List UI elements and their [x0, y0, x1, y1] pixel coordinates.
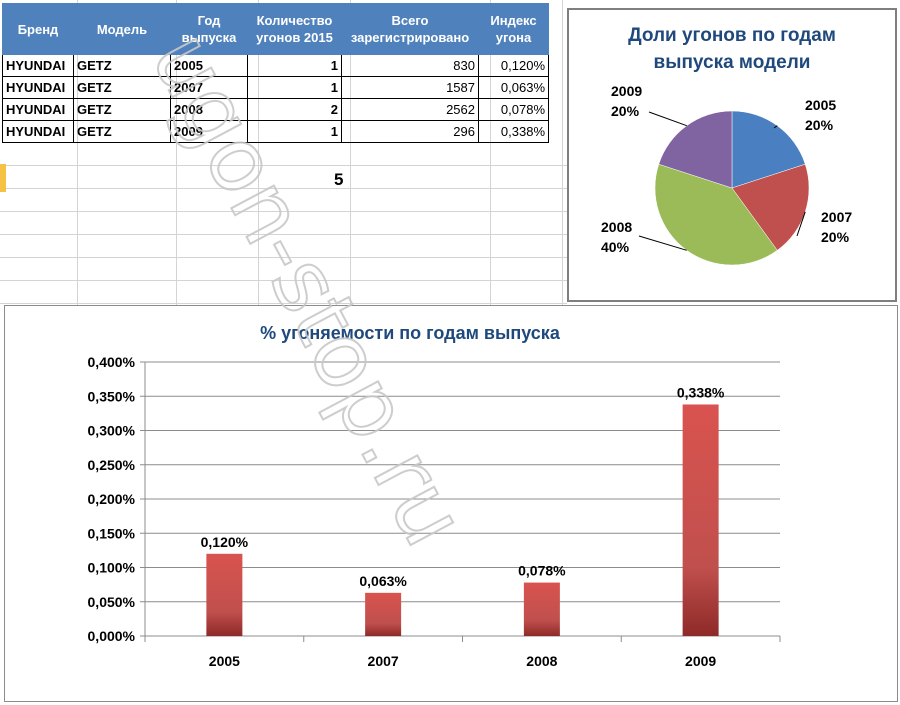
header-year[interactable]: Год выпуска [170, 3, 248, 55]
cell-registered[interactable]: 830 [341, 54, 479, 77]
y-tick-label: 0,100% [88, 560, 136, 576]
cell-model[interactable]: GETZ [73, 54, 171, 77]
cell-thefts[interactable]: 1 [247, 76, 342, 99]
pie-leader-line [796, 211, 806, 237]
bar-data-label: 0,338% [677, 384, 725, 400]
pie-label-year: 2009 [611, 83, 642, 99]
bar-data-label: 0,063% [359, 573, 407, 589]
pie-leader-line [648, 111, 687, 127]
cell-brand[interactable]: HYUNDAI [2, 54, 74, 77]
cell-thefts[interactable]: 2 [247, 98, 342, 121]
grid-column-line [562, 0, 563, 305]
cell-index[interactable]: 0,338% [478, 120, 549, 143]
y-tick-label: 0,250% [88, 457, 136, 473]
cell-registered[interactable]: 296 [341, 120, 479, 143]
cell-index[interactable]: 0,063% [478, 76, 549, 99]
cell-stray-value[interactable]: 5 [334, 170, 344, 189]
grid-row-line [0, 211, 567, 212]
table-row: HYUNDAI GETZ 2008 2 2562 0,078% [2, 98, 549, 121]
header-model[interactable]: Модель [73, 3, 171, 55]
cell-thefts[interactable]: 1 [247, 54, 342, 77]
pie-label-year: 2008 [601, 219, 632, 235]
pie-chart-title: Доли угонов по годам выпуска модели [628, 25, 836, 73]
pie-slice-2008 [654, 163, 778, 266]
row-selection-marker [0, 164, 6, 192]
bar-data-label: 0,078% [518, 563, 566, 579]
y-tick-label: 0,050% [88, 594, 136, 610]
y-tick-label: 0,350% [88, 388, 136, 404]
table-header-row: Бренд Модель Год выпуска Количество угон… [2, 3, 549, 55]
pie-label-percent: 20% [805, 117, 834, 133]
x-tick-label: 2005 [209, 653, 240, 669]
y-tick-label: 0,150% [88, 525, 136, 541]
grid-column-line [350, 0, 351, 305]
cell-index[interactable]: 0,078% [478, 98, 549, 121]
cell-brand[interactable]: HYUNDAI [2, 76, 74, 99]
bar-chart-title: % угоняемости по годам выпуска [260, 323, 560, 343]
header-registered[interactable]: Всего зарегистрировано [341, 3, 479, 55]
grid-column-line [176, 0, 177, 305]
grid-column-line [490, 0, 491, 305]
pie-label-percent: 40% [601, 239, 630, 255]
pie-label-percent: 20% [611, 103, 640, 119]
bar-chart[interactable]: % угоняемости по годам выпуска 0,000% 0,0… [4, 305, 898, 702]
y-tick-label: 0,400% [88, 354, 136, 370]
x-tick-label: 2007 [368, 653, 399, 669]
pie-chart[interactable]: Доли угонов по годам выпуска модели 2005… [567, 8, 897, 302]
grid-row-line [0, 303, 567, 304]
y-tick-label: 0,200% [88, 491, 136, 507]
pie-label-percent: 20% [821, 229, 850, 245]
header-index[interactable]: Индекс угона [478, 3, 549, 55]
data-table: Бренд Модель Год выпуска Количество угон… [2, 3, 549, 143]
grid-row-line [0, 280, 567, 281]
pie-leader-line [773, 125, 778, 129]
cell-brand[interactable]: HYUNDAI [2, 98, 74, 121]
bar-data-label: 0,120% [201, 534, 249, 550]
grid-column-line [77, 0, 78, 305]
cell-year[interactable]: 2008 [170, 98, 248, 121]
cell-thefts[interactable]: 1 [247, 120, 342, 143]
pie-label-year: 2005 [805, 97, 836, 113]
pie-leader-line [638, 235, 687, 251]
bar-2009 [682, 404, 719, 636]
cell-year[interactable]: 2005 [170, 54, 248, 77]
cell-model[interactable]: GETZ [73, 76, 171, 99]
bar-plot: 0,000% 0,050% 0,100% 0,150% 0,200% 0,250% 0,30… [88, 354, 781, 669]
table-row: HYUNDAI GETZ 2007 1 1587 0,063% [2, 76, 549, 99]
cell-registered[interactable]: 1587 [341, 76, 479, 99]
y-tick-label: 0,000% [88, 628, 136, 644]
bar-2005 [206, 553, 243, 636]
grid-row-line [0, 234, 567, 235]
bar-2008 [523, 582, 560, 636]
cell-model[interactable]: GETZ [73, 98, 171, 121]
grid-column-line [258, 0, 259, 305]
header-brand[interactable]: Бренд [2, 3, 74, 55]
x-tick-label: 2008 [526, 653, 557, 669]
cell-registered[interactable]: 2562 [341, 98, 479, 121]
header-thefts[interactable]: Количество угонов 2015 [247, 3, 342, 55]
y-tick-label: 0,300% [88, 423, 136, 439]
bar-2007 [365, 592, 402, 636]
cell-year[interactable]: 2007 [170, 76, 248, 99]
cell-index[interactable]: 0,120% [478, 54, 549, 77]
table-row: HYUNDAI GETZ 2005 1 830 0,120% [2, 54, 549, 77]
cell-brand[interactable]: HYUNDAI [2, 120, 74, 143]
grid-row-line [0, 188, 567, 189]
table-row: HYUNDAI GETZ 2009 1 296 0,338% [2, 120, 549, 143]
x-tick-label: 2009 [685, 653, 716, 669]
pie-plot: 2005 20% 2007 20% 2008 40% 2009 20% [601, 83, 852, 266]
cell-model[interactable]: GETZ [73, 120, 171, 143]
pie-label-year: 2007 [821, 209, 852, 225]
grid-row-line [0, 165, 567, 166]
grid-row-line [0, 257, 567, 258]
cell-year[interactable]: 2009 [170, 120, 248, 143]
